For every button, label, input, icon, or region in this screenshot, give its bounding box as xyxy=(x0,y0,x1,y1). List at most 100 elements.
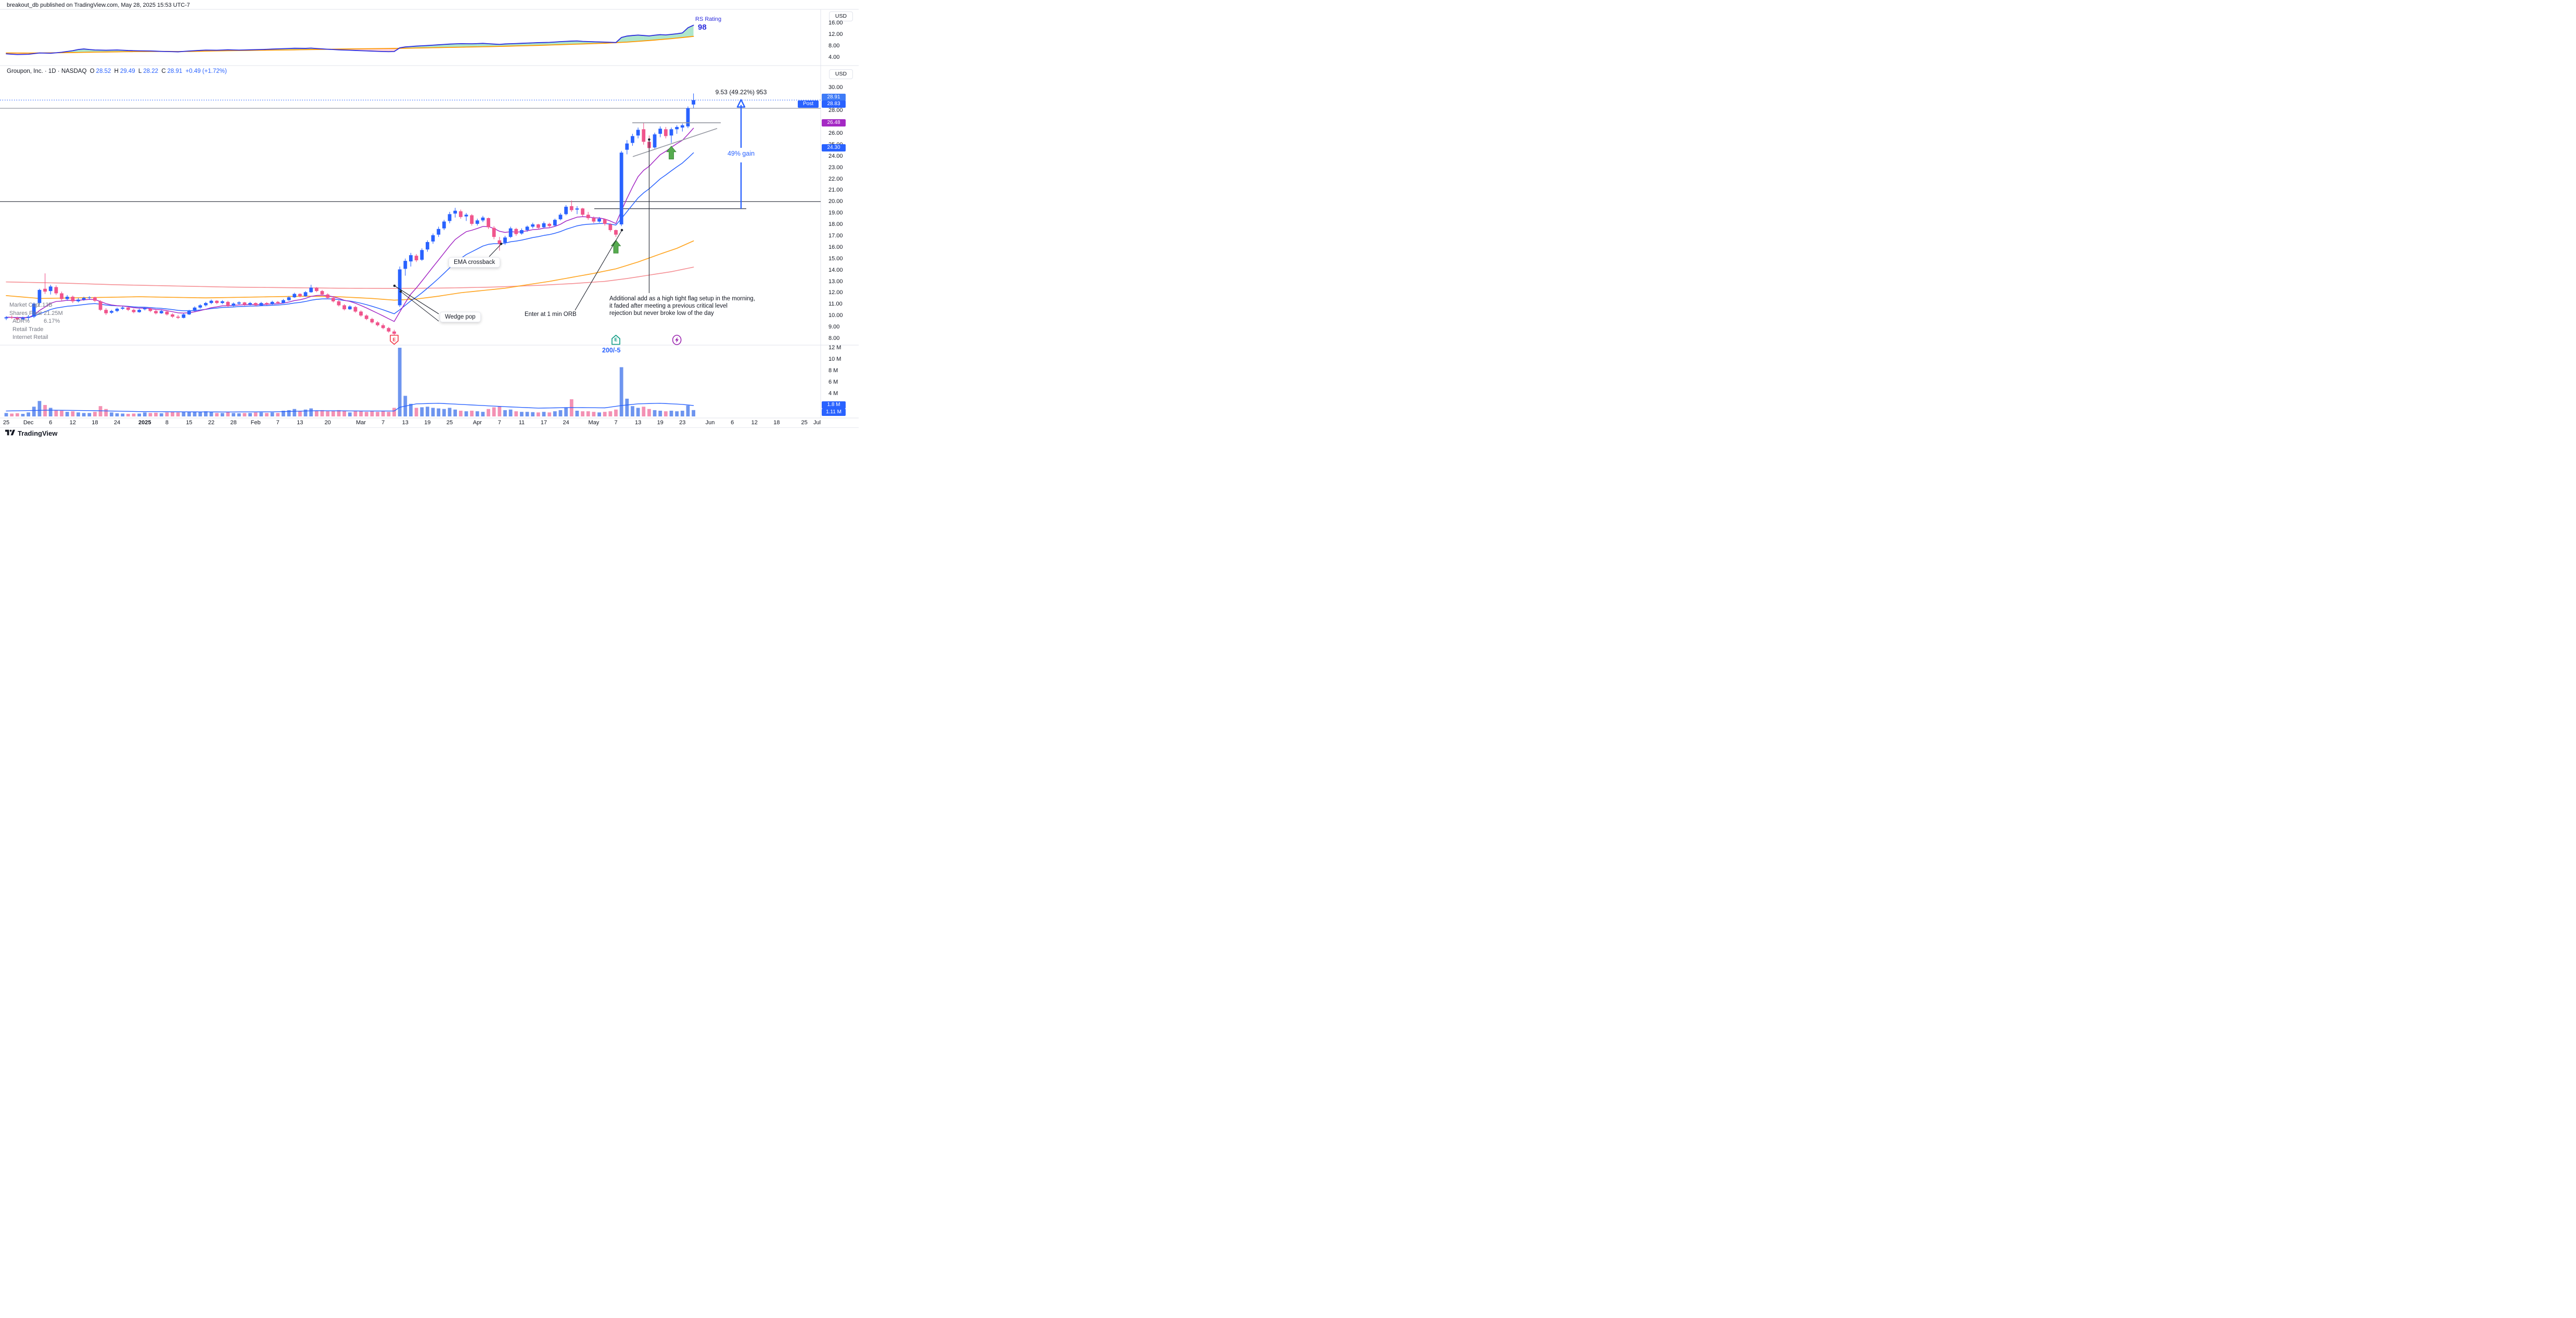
price-axis-tick: 20.00 xyxy=(828,198,843,205)
time-axis-label: 24 xyxy=(563,420,569,426)
rs-fill-segment xyxy=(482,43,489,47)
candle-body xyxy=(387,328,391,332)
volume-bar xyxy=(71,411,75,416)
volume-bar xyxy=(475,411,479,416)
candle-body xyxy=(60,293,63,299)
rs-fill-segment xyxy=(383,48,389,52)
candle-body xyxy=(209,300,213,303)
candle-body xyxy=(392,331,396,334)
volume-bar xyxy=(547,412,552,416)
add-note-line1[interactable]: Additional add as a high tight flag setu… xyxy=(609,296,756,302)
candle-body xyxy=(32,303,36,317)
volume-bar xyxy=(426,407,429,416)
volume-bar xyxy=(193,411,197,416)
gain-percent-label[interactable]: 49% gain xyxy=(725,150,757,157)
add-note-line2[interactable]: it faded after meeting a previous critic… xyxy=(609,303,728,309)
fundamental-value: 21.25M xyxy=(44,310,63,316)
volume-bar xyxy=(531,412,535,416)
time-axis-label: 12 xyxy=(751,420,758,426)
wedge-pop-callout[interactable]: Wedge pop xyxy=(440,312,481,322)
price-axis-tick: 21.00 xyxy=(828,187,843,194)
volume-bar xyxy=(337,410,341,416)
candle-body xyxy=(426,242,429,250)
time-axis-label: 23 xyxy=(679,420,686,426)
price-axis-tick: 26.00 xyxy=(828,130,843,136)
sma50-line xyxy=(6,240,694,301)
time-axis-label: 13 xyxy=(402,420,409,426)
rs-fill-segment xyxy=(655,34,660,40)
tradingview-logo[interactable]: TradingView xyxy=(5,429,57,437)
time-axis-label: 25 xyxy=(3,420,10,426)
candle-body xyxy=(686,108,690,126)
candle-body xyxy=(287,297,291,300)
candle-body xyxy=(276,301,280,303)
volume-bar xyxy=(392,408,396,416)
volume-bar xyxy=(215,413,219,416)
time-axis-label: Jun xyxy=(705,420,715,426)
volume-bar xyxy=(171,412,174,416)
time-axis-label: 17 xyxy=(540,420,547,426)
rs-fill-segment xyxy=(438,44,444,48)
candle-body xyxy=(653,134,657,148)
candle-body xyxy=(159,311,163,313)
volume-bar xyxy=(232,413,236,416)
volume-bar xyxy=(625,398,629,416)
rs-ma-line xyxy=(6,35,694,54)
volume-bar xyxy=(315,411,318,416)
volume-bar xyxy=(614,409,618,416)
time-axis-label: 24 xyxy=(113,420,121,426)
annotation-dot xyxy=(648,138,651,141)
candle-body xyxy=(154,311,158,313)
candle-body xyxy=(48,286,53,292)
candle-body xyxy=(636,130,640,136)
rs-fill-segment xyxy=(377,48,384,52)
rs-currency-badge[interactable]: USD xyxy=(829,11,853,21)
volume-bar xyxy=(675,411,679,416)
ohlc-high-value: 29.49 xyxy=(120,68,135,74)
volume-bar xyxy=(165,412,169,416)
gain-measure-label[interactable]: 9.53 (49.22%) 953 xyxy=(715,88,767,96)
orb-entry-note[interactable]: Enter at 1 min ORB xyxy=(525,311,577,318)
rs-fill-segment xyxy=(577,41,583,44)
volume-bar xyxy=(259,412,263,416)
idea-lightning-bolt xyxy=(675,337,679,343)
time-axis-label: Feb xyxy=(250,420,261,426)
volume-bar xyxy=(564,407,568,416)
candle-body xyxy=(65,297,69,299)
rs-fill-segment xyxy=(450,44,455,48)
volume-bar xyxy=(253,412,258,416)
candle-body xyxy=(193,307,197,311)
candle-body xyxy=(71,297,75,301)
candle-body xyxy=(248,303,252,305)
candle-body xyxy=(76,299,80,301)
rs-fill-segment xyxy=(643,35,649,41)
candle-body xyxy=(376,322,379,325)
volume-bar xyxy=(503,410,507,416)
candle-body xyxy=(581,208,584,215)
volume-bar xyxy=(442,409,446,416)
ema-crossback-callout[interactable]: EMA crossback xyxy=(449,257,501,268)
volume-bar xyxy=(558,410,563,416)
rs-fill-segment xyxy=(455,43,461,47)
ohlc-change: +0.49 (+1.72%) xyxy=(185,68,227,74)
rs-fill-segment xyxy=(566,41,572,45)
volume-badge: 1.8 M xyxy=(822,401,846,409)
main-currency-badge[interactable]: USD xyxy=(829,69,853,79)
volume-bar xyxy=(575,411,579,416)
rs-fill-segment xyxy=(627,35,633,42)
symbol-ohlc-bar[interactable]: Groupon, Inc. · 1D · NASDAQ O 28.52 H 29.4… xyxy=(7,68,228,74)
candle-body xyxy=(514,229,518,234)
rs-fill-segment xyxy=(632,35,639,42)
position-size-note[interactable]: 200/-5 xyxy=(602,347,621,354)
volume-bar xyxy=(326,411,330,416)
volume-bar xyxy=(226,412,230,416)
add-note-line3[interactable]: rejection but never broke low of the day xyxy=(609,310,714,316)
volume-bar xyxy=(608,411,613,416)
volume-bar xyxy=(636,408,640,416)
volume-bar xyxy=(658,411,662,416)
volume-bar xyxy=(364,412,368,416)
time-axis-label: May xyxy=(588,420,600,426)
price-axis-tick: 16.00 xyxy=(828,244,843,250)
volume-bar xyxy=(331,411,335,416)
